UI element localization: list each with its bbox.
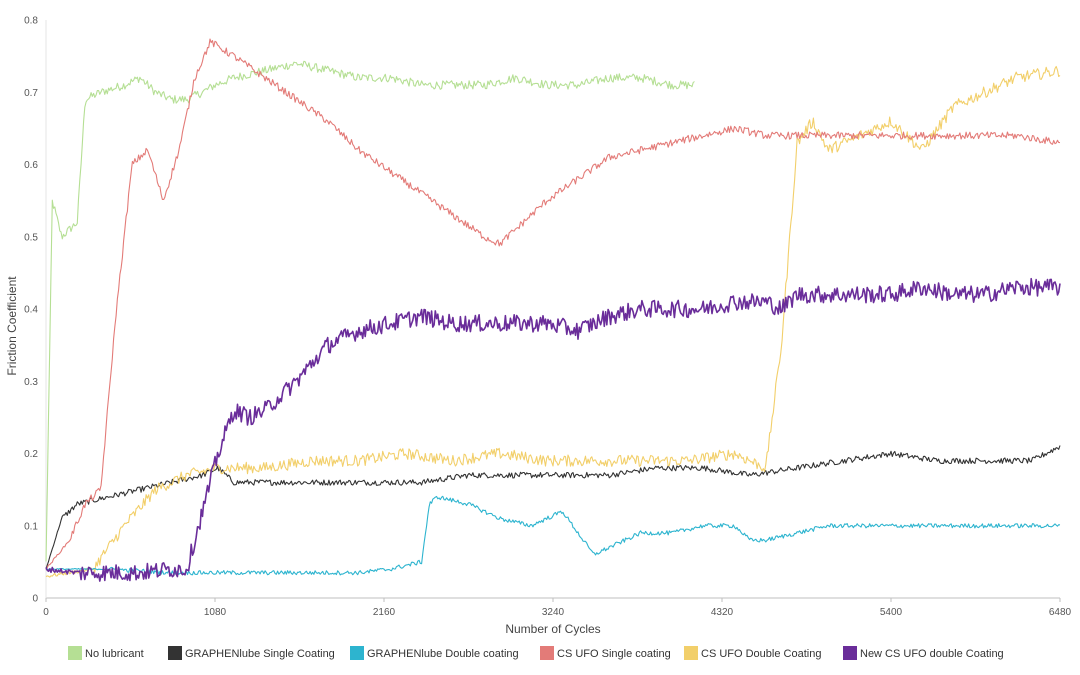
x-tick-label: 0 (43, 607, 49, 618)
series-lines (45, 38, 1061, 582)
x-tick-label: 3240 (542, 607, 565, 618)
legend-swatch (540, 646, 554, 660)
series-line (45, 65, 1061, 578)
legend-swatch (843, 646, 857, 660)
y-axis-title: Friction Coefficient (5, 276, 19, 376)
x-tick-label: 4320 (711, 607, 734, 618)
x-tick-label: 6480 (1049, 607, 1072, 618)
series-line (45, 495, 1061, 576)
series-line (45, 445, 1061, 570)
y-tick-label: 0.7 (24, 88, 38, 99)
legend-label: GRAPHENlube Single Coating (185, 648, 335, 660)
legend-swatch (168, 646, 182, 660)
legend-swatch (68, 646, 82, 660)
y-tick-label: 0.5 (24, 232, 38, 243)
axes (45, 20, 1060, 599)
legend-swatch (350, 646, 364, 660)
y-tick-label: 0.2 (24, 449, 38, 460)
series-line (45, 60, 695, 562)
x-tick-label: 2160 (373, 607, 396, 618)
legend-label: CS UFO Double Coating (701, 648, 821, 660)
legend-swatch (684, 646, 698, 660)
legend-label: GRAPHENlube Double coating (367, 648, 519, 660)
y-tick-labels: 0 0.1 0.2 0.3 0.4 0.5 0.6 0.7 0.8 (24, 16, 38, 605)
y-tick-label: 0.6 (24, 160, 38, 171)
legend-label: CS UFO Single coating (557, 648, 671, 660)
x-axis-title: Number of Cycles (505, 622, 600, 636)
legend-label: New CS UFO double Coating (860, 648, 1004, 660)
series-line (45, 38, 1061, 570)
legend-label: No lubricant (85, 648, 144, 660)
x-tick-labels: 0 1080 2160 3240 4320 5400 6480 (43, 598, 1072, 618)
y-tick-label: 0.8 (24, 16, 38, 27)
series-line (45, 277, 1061, 582)
legend: No lubricant GRAPHENlube Single Coating GR… (68, 646, 1004, 660)
x-tick-label: 5400 (880, 607, 903, 618)
y-tick-label: 0 (32, 594, 38, 605)
y-tick-label: 0.3 (24, 377, 38, 388)
x-tick-label: 1080 (204, 607, 227, 618)
y-tick-label: 0.1 (24, 521, 38, 532)
y-tick-label: 0.4 (24, 305, 38, 316)
